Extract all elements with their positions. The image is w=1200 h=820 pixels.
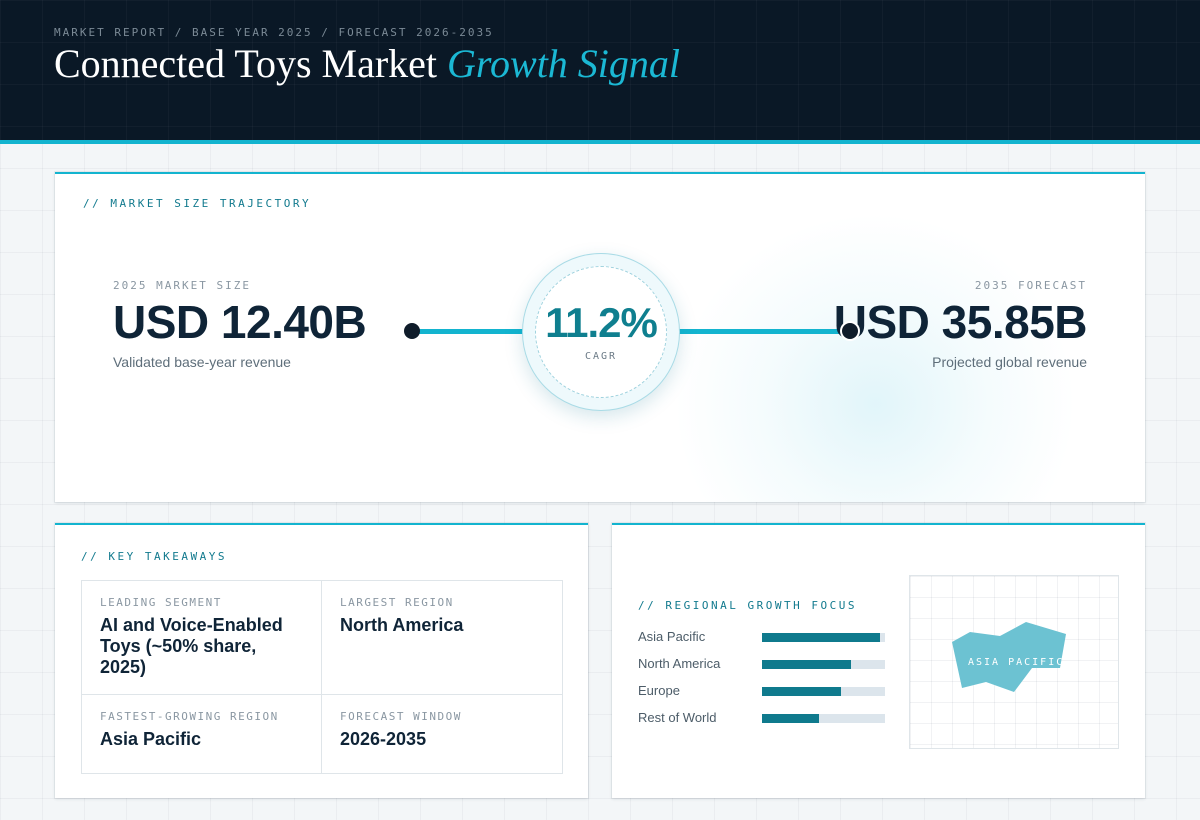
region-bar-track [762, 687, 885, 696]
takeaway-value: AI and Voice-Enabled Toys (~50% share, 2… [100, 615, 283, 677]
region-bar-track [762, 660, 885, 669]
key-takeaways-card: // KEY TAKEAWAYS LEADING SEGMENT AI and … [55, 523, 588, 798]
region-bar-row: Rest of World [638, 710, 888, 726]
base-year-kicker: 2025 MARKET SIZE [113, 279, 251, 292]
breadcrumb: MARKET REPORT / BASE YEAR 2025 / FORECAS… [54, 26, 494, 39]
base-year-note: Validated base-year revenue [113, 354, 291, 370]
forecast-kicker: 2035 FORECAST [974, 279, 1087, 292]
page-title: Connected Toys Market Growth Signal [54, 40, 680, 87]
asia-pacific-map-shape [952, 622, 1066, 692]
cagr-label: CAGR [584, 351, 618, 362]
end-marker [842, 323, 858, 339]
takeaway-key: FORECAST WINDOW [340, 710, 462, 723]
takeaway-key: LARGEST REGION [340, 596, 454, 609]
background-glow [675, 214, 1075, 502]
takeaway-key: LEADING SEGMENT [100, 596, 222, 609]
takeaways-section-label: // KEY TAKEAWAYS [81, 550, 227, 563]
takeaway-cell-forecast-window: FORECAST WINDOW 2026-2035 [322, 695, 562, 773]
region-bar-fill [762, 714, 819, 723]
takeaway-key: FASTEST-GROWING REGION [100, 710, 279, 723]
region-map: ASIA PACIFIC [909, 575, 1119, 749]
region-bar-name: Asia Pacific [638, 629, 706, 644]
asia-pacific-region-shape [952, 622, 1066, 692]
report-header: MARKET REPORT / BASE YEAR 2025 / FORECAS… [0, 0, 1200, 144]
region-bar-row: Europe [638, 683, 888, 699]
takeaway-value: 2026-2035 [340, 729, 427, 749]
page-title-accent: Growth Signal [447, 41, 681, 86]
region-bar-name: Rest of World [638, 710, 717, 725]
regional-growth-card: // REGIONAL GROWTH FOCUS Asia Pacific No… [612, 523, 1145, 798]
regional-section-label: // REGIONAL GROWTH FOCUS [638, 599, 857, 612]
takeaway-cell-fastest-growing-region: FASTEST-GROWING REGION Asia Pacific [82, 695, 321, 773]
page-title-main: Connected Toys Market [54, 41, 438, 86]
map-region-label: ASIA PACIFIC [968, 657, 1065, 668]
market-size-trajectory-card: // MARKET SIZE TRAJECTORY 2025 MARKET SI… [55, 172, 1145, 502]
takeaways-grid: LEADING SEGMENT AI and Voice-Enabled Toy… [81, 580, 563, 774]
grid-divider-vertical [321, 581, 322, 773]
cagr-badge: 11.2% CAGR [522, 253, 680, 411]
region-bar-fill [762, 633, 881, 642]
start-marker [404, 323, 420, 339]
base-year-value: USD 12.40B [113, 296, 367, 348]
region-bar-name: North America [638, 656, 721, 671]
takeaway-value: North America [340, 615, 464, 635]
forecast-note: Projected global revenue [932, 354, 1087, 370]
region-bar-row: North America [638, 656, 888, 672]
region-bar-row: Asia Pacific [638, 629, 888, 645]
trajectory-section-label: // MARKET SIZE TRAJECTORY [83, 197, 312, 210]
forecast-value: USD 35.85B [833, 296, 1088, 348]
region-bar-name: Europe [638, 683, 680, 698]
takeaway-cell-leading-segment: LEADING SEGMENT AI and Voice-Enabled Toy… [82, 581, 321, 694]
cagr-inner-circle: 11.2% CAGR [535, 266, 667, 398]
takeaway-cell-largest-region: LARGEST REGION North America [322, 581, 562, 694]
region-bar-track [762, 714, 885, 723]
grid-divider-horizontal [82, 694, 562, 695]
cagr-value: 11.2% [545, 299, 658, 346]
takeaway-value: Asia Pacific [100, 729, 202, 749]
region-bar-track [762, 633, 885, 642]
region-bar-fill [762, 660, 851, 669]
region-bar-fill [762, 687, 841, 696]
